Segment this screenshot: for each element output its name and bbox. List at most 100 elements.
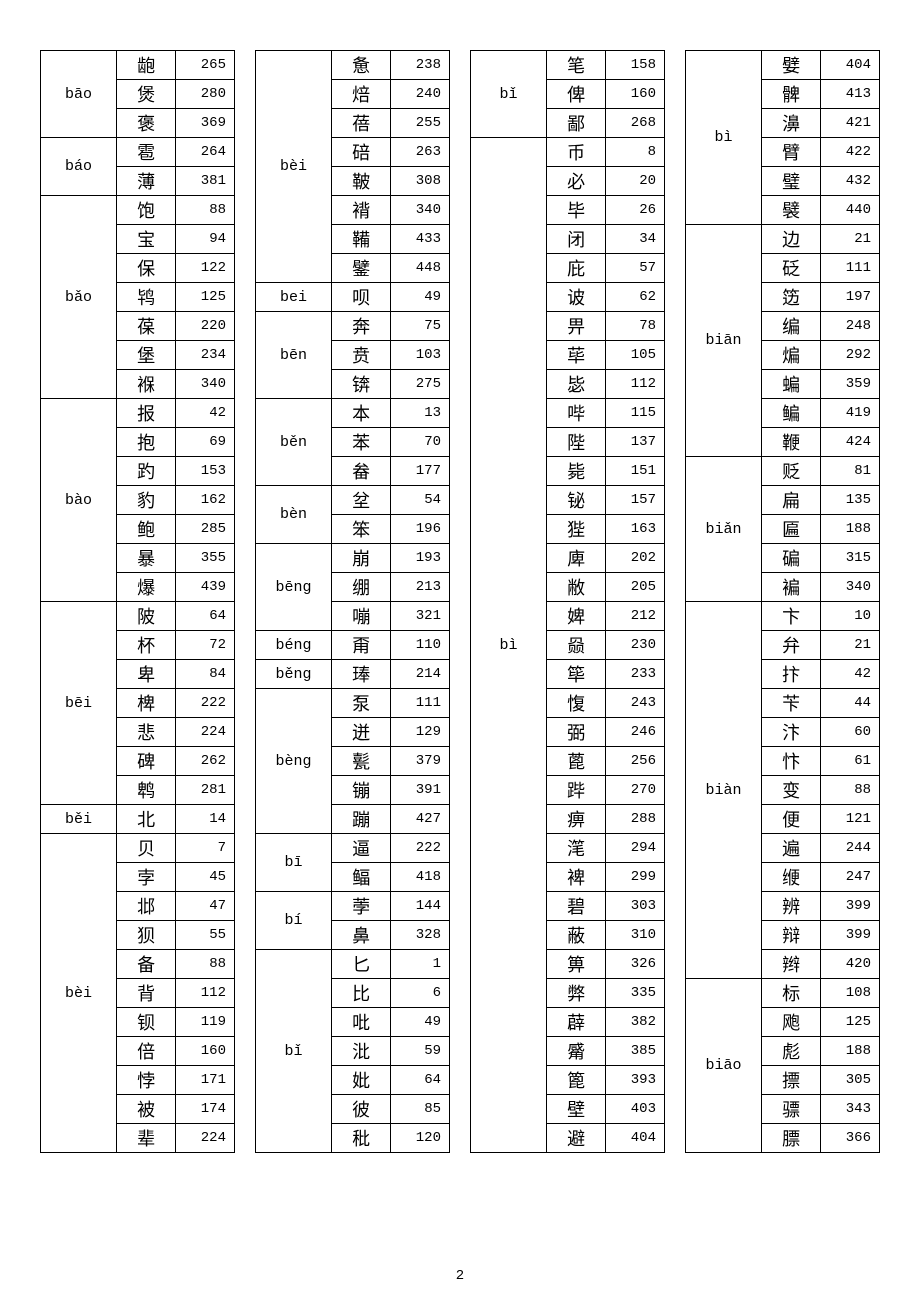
character-cell: 泵 bbox=[332, 689, 391, 718]
table-row: běi北14 bbox=[41, 805, 235, 834]
table-row: běn本13 bbox=[256, 399, 450, 428]
table-row: bei呗49 bbox=[256, 283, 450, 312]
character-cell: 毙 bbox=[547, 457, 606, 486]
character-cell: 惫 bbox=[332, 51, 391, 80]
table-row: biàn卞10 bbox=[686, 602, 880, 631]
page-cell: 21 bbox=[821, 225, 880, 254]
character-cell: 爆 bbox=[117, 573, 176, 602]
character-cell: 褊 bbox=[762, 573, 821, 602]
page-cell: 202 bbox=[606, 544, 665, 573]
character-cell: 堡 bbox=[117, 341, 176, 370]
pinyin-cell: bī bbox=[256, 834, 332, 892]
page-cell: 224 bbox=[176, 718, 235, 747]
table-row: báo雹264 bbox=[41, 138, 235, 167]
character-cell: 碑 bbox=[117, 747, 176, 776]
character-cell: 璧 bbox=[762, 167, 821, 196]
page-cell: 188 bbox=[821, 1037, 880, 1066]
character-cell: 沘 bbox=[332, 1037, 391, 1066]
page-cell: 193 bbox=[391, 544, 450, 573]
character-cell: 卞 bbox=[762, 602, 821, 631]
page-cell: 310 bbox=[606, 921, 665, 950]
page-cell: 230 bbox=[606, 631, 665, 660]
page-cell: 197 bbox=[821, 283, 880, 312]
page-cell: 299 bbox=[606, 863, 665, 892]
page-cell: 108 bbox=[821, 979, 880, 1008]
character-cell: 苯 bbox=[332, 428, 391, 457]
character-cell: 秕 bbox=[332, 1124, 391, 1153]
character-cell: 褙 bbox=[332, 196, 391, 225]
character-cell: 蹦 bbox=[332, 805, 391, 834]
character-cell: 荸 bbox=[332, 892, 391, 921]
character-cell: 煸 bbox=[762, 341, 821, 370]
page-cell: 10 bbox=[821, 602, 880, 631]
table-row: bèng泵111 bbox=[256, 689, 450, 718]
character-cell: 碧 bbox=[547, 892, 606, 921]
page-cell: 294 bbox=[606, 834, 665, 863]
page-cell: 315 bbox=[821, 544, 880, 573]
character-cell: 倍 bbox=[117, 1037, 176, 1066]
character-cell: 汴 bbox=[762, 718, 821, 747]
table-row: bǐ匕1 bbox=[256, 950, 450, 979]
pinyin-cell: biāo bbox=[686, 979, 762, 1153]
pinyin-cell: bì bbox=[471, 138, 547, 1153]
pinyin-cell: bǐ bbox=[471, 51, 547, 138]
pinyin-cell: bēi bbox=[41, 602, 117, 805]
pinyin-cell: bào bbox=[41, 399, 117, 602]
character-cell: 彪 bbox=[762, 1037, 821, 1066]
page-cell: 88 bbox=[176, 196, 235, 225]
page-cell: 151 bbox=[606, 457, 665, 486]
character-cell: 焙 bbox=[332, 80, 391, 109]
character-cell: 被 bbox=[117, 1095, 176, 1124]
page-cell: 205 bbox=[606, 573, 665, 602]
character-cell: 俾 bbox=[547, 80, 606, 109]
page-cell: 448 bbox=[391, 254, 450, 283]
page-cell: 403 bbox=[606, 1095, 665, 1124]
character-cell: 坌 bbox=[332, 486, 391, 515]
page-cell: 120 bbox=[391, 1124, 450, 1153]
character-cell: 嘣 bbox=[332, 602, 391, 631]
character-cell: 骠 bbox=[762, 1095, 821, 1124]
character-cell: 弁 bbox=[762, 631, 821, 660]
character-cell: 庇 bbox=[547, 254, 606, 283]
character-cell: 篦 bbox=[547, 1066, 606, 1095]
page-cell: 379 bbox=[391, 747, 450, 776]
page-cell: 129 bbox=[391, 718, 450, 747]
page-cell: 137 bbox=[606, 428, 665, 457]
page-cell: 233 bbox=[606, 660, 665, 689]
character-cell: 贬 bbox=[762, 457, 821, 486]
page-cell: 105 bbox=[606, 341, 665, 370]
page-cell: 421 bbox=[821, 109, 880, 138]
character-cell: 膘 bbox=[762, 1124, 821, 1153]
page-cell: 119 bbox=[176, 1008, 235, 1037]
pinyin-cell: bì bbox=[686, 51, 762, 225]
character-cell: 龅 bbox=[117, 51, 176, 80]
page-cell: 121 bbox=[821, 805, 880, 834]
page-cell: 381 bbox=[176, 167, 235, 196]
character-cell: 鞭 bbox=[762, 428, 821, 457]
page-cell: 439 bbox=[176, 573, 235, 602]
pinyin-cell: bǎo bbox=[41, 196, 117, 399]
character-cell: 砭 bbox=[762, 254, 821, 283]
page-cell: 158 bbox=[606, 51, 665, 80]
pinyin-cell: biàn bbox=[686, 602, 762, 979]
character-cell: 薄 bbox=[117, 167, 176, 196]
character-cell: 邶 bbox=[117, 892, 176, 921]
page-cell: 26 bbox=[606, 196, 665, 225]
character-cell: 闭 bbox=[547, 225, 606, 254]
character-cell: 琫 bbox=[332, 660, 391, 689]
page-cell: 34 bbox=[606, 225, 665, 254]
page-cell: 85 bbox=[391, 1095, 450, 1124]
pinyin-cell: bèi bbox=[256, 51, 332, 283]
character-cell: 哔 bbox=[547, 399, 606, 428]
table-row: bí荸144 bbox=[256, 892, 450, 921]
page-cell: 303 bbox=[606, 892, 665, 921]
page-cell: 222 bbox=[391, 834, 450, 863]
page-cell: 212 bbox=[606, 602, 665, 631]
page-cell: 88 bbox=[176, 950, 235, 979]
character-cell: 滗 bbox=[547, 834, 606, 863]
character-cell: 蓖 bbox=[547, 747, 606, 776]
page-cell: 144 bbox=[391, 892, 450, 921]
character-cell: 筚 bbox=[547, 660, 606, 689]
page-cell: 308 bbox=[391, 167, 450, 196]
character-cell: 蓓 bbox=[332, 109, 391, 138]
